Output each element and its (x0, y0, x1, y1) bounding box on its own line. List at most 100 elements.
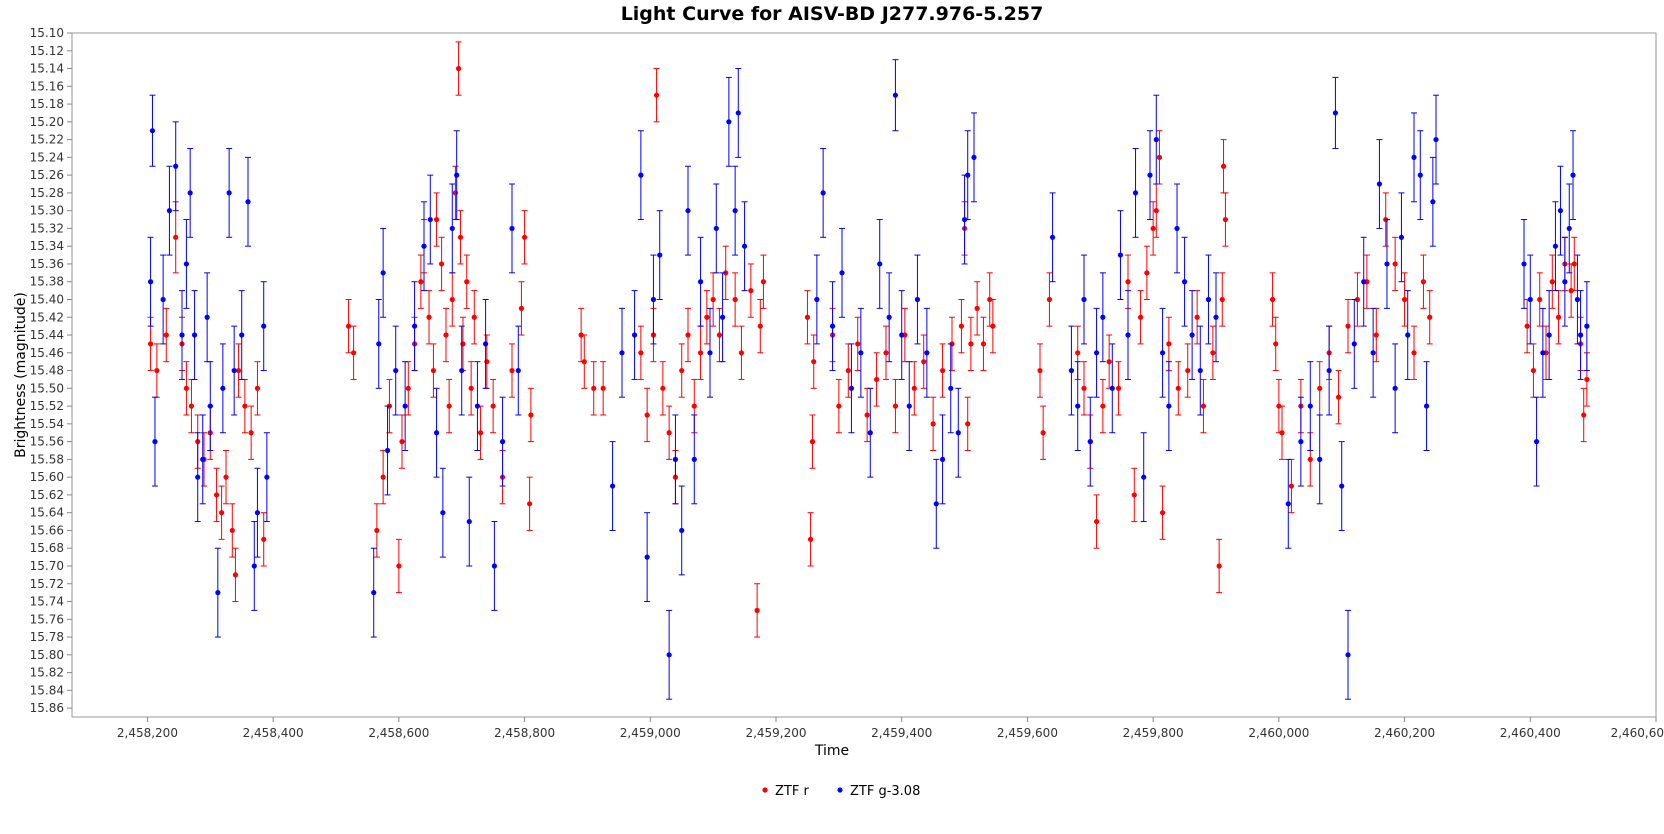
data-point (723, 270, 729, 276)
data-point (685, 208, 691, 214)
data-point (179, 332, 185, 338)
y-axis-ticks: 15.10 15.12 15.14 15.16 15.18 15.20 15.22 15.24… (30, 26, 72, 715)
data-point (1527, 296, 1533, 303)
data-point (376, 341, 382, 347)
y-tick-label: 15.86 (30, 701, 64, 715)
data-point (1298, 439, 1304, 445)
data-point (886, 314, 892, 320)
y-tick-label: 15.18 (30, 97, 64, 111)
data-point (1049, 234, 1056, 240)
data-point (961, 216, 968, 223)
x-axis-ticks: 2,458,200 2,458,400 2,458,600 2,458,800 2,45… (117, 717, 1664, 740)
data-point (204, 314, 210, 320)
data-point (974, 305, 980, 311)
data-point (1197, 367, 1203, 374)
data-point (1423, 403, 1430, 409)
data-point (1584, 323, 1590, 329)
y-tick-label: 15.72 (30, 577, 64, 591)
data-point (820, 190, 826, 196)
data-point (829, 323, 836, 329)
y-tick-label: 15.70 (30, 559, 64, 573)
y-tick-label: 15.50 (30, 381, 64, 395)
data-point (1279, 430, 1285, 436)
x-tick-label: 2,459,200 (745, 726, 806, 740)
data-point (1540, 350, 1546, 356)
data-point (509, 225, 515, 232)
y-tick-label: 15.54 (30, 417, 64, 431)
data-series (147, 41, 1590, 700)
data-point (477, 430, 484, 436)
data-point (719, 314, 726, 320)
data-point (638, 172, 644, 178)
series-1 (147, 59, 1590, 700)
y-tick-label: 15.46 (30, 346, 64, 360)
data-point (672, 456, 679, 462)
data-point (600, 385, 606, 391)
data-point (439, 261, 445, 267)
data-point (710, 296, 716, 303)
data-point (380, 270, 386, 276)
y-tick-label: 15.48 (30, 364, 64, 378)
data-point (1392, 385, 1398, 391)
data-point (264, 474, 270, 480)
data-point (1285, 501, 1291, 507)
data-point (1420, 279, 1427, 285)
data-point (738, 350, 745, 356)
data-point (1205, 296, 1212, 303)
data-point (848, 385, 855, 391)
data-point (1581, 412, 1587, 418)
data-point (1156, 154, 1163, 160)
data-point (1307, 456, 1313, 462)
data-point (958, 323, 965, 329)
data-point (261, 323, 267, 329)
data-point (1574, 296, 1581, 303)
data-point (154, 367, 160, 374)
y-axis-label: Brightness (magnitude) (13, 292, 29, 458)
data-point (921, 359, 927, 365)
data-point (1326, 367, 1332, 374)
data-point (609, 483, 616, 489)
data-point (215, 590, 221, 596)
y-tick-label: 15.44 (30, 328, 64, 342)
data-point (499, 439, 506, 445)
data-point (1220, 163, 1227, 169)
data-point (855, 341, 861, 347)
data-point (449, 225, 455, 232)
data-point (1093, 518, 1100, 525)
data-point (443, 332, 449, 338)
data-point (1093, 350, 1100, 356)
data-point (892, 92, 899, 98)
data-point (254, 385, 261, 391)
data-point (1430, 199, 1436, 205)
data-point (581, 359, 587, 365)
data-point (173, 163, 179, 169)
data-point (1068, 367, 1075, 374)
data-point (578, 332, 584, 338)
data-point (732, 296, 738, 303)
data-point (1411, 350, 1417, 356)
data-point (873, 376, 880, 383)
data-point (1185, 367, 1191, 374)
data-point (396, 563, 402, 569)
legend-label-ztf-r: ZTF r (775, 784, 809, 799)
data-point (219, 510, 225, 516)
data-point (1194, 314, 1200, 320)
data-point (509, 367, 515, 374)
y-tick-label: 15.76 (30, 612, 64, 626)
data-point (804, 314, 811, 320)
data-point (1392, 261, 1398, 267)
y-tick-label: 15.42 (30, 310, 64, 324)
data-point (1125, 332, 1131, 338)
data-point (1405, 332, 1411, 338)
data-point (1401, 296, 1408, 303)
data-point (1549, 279, 1555, 285)
data-point (1132, 190, 1139, 196)
data-point (899, 332, 905, 338)
data-point (183, 261, 189, 267)
data-point (877, 261, 883, 267)
x-tick-label: 2,459,000 (620, 726, 681, 740)
data-point (380, 474, 386, 480)
data-point (213, 492, 220, 498)
data-point (242, 403, 248, 409)
